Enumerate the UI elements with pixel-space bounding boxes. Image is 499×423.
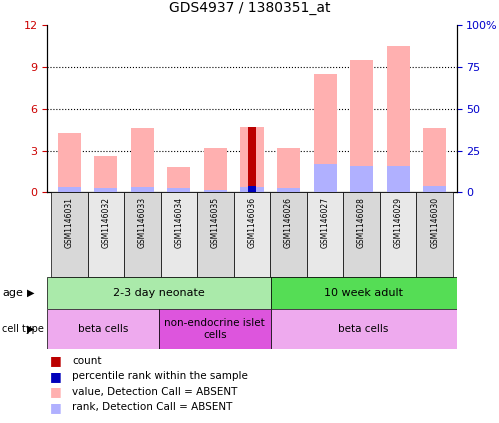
Text: value, Detection Call = ABSENT: value, Detection Call = ABSENT <box>72 387 238 397</box>
Bar <box>161 192 197 277</box>
Text: ■: ■ <box>50 370 62 383</box>
Bar <box>88 192 124 277</box>
Text: beta cells: beta cells <box>338 324 389 334</box>
Bar <box>350 60 373 192</box>
Text: GSM1146031: GSM1146031 <box>65 197 74 248</box>
Text: GSM1146028: GSM1146028 <box>357 197 366 247</box>
Text: beta cells: beta cells <box>78 324 128 334</box>
Text: ■: ■ <box>50 385 62 398</box>
Bar <box>51 192 88 277</box>
Text: GSM1146026: GSM1146026 <box>284 197 293 248</box>
Bar <box>387 46 410 192</box>
Bar <box>416 192 453 277</box>
Bar <box>387 166 410 192</box>
Bar <box>131 129 154 192</box>
Bar <box>270 277 457 309</box>
Bar <box>277 188 300 192</box>
Bar <box>204 190 227 192</box>
Bar <box>131 187 154 192</box>
Bar <box>350 166 373 192</box>
Bar <box>94 188 117 192</box>
Bar <box>94 156 117 192</box>
Bar <box>270 309 457 349</box>
Bar <box>168 168 191 192</box>
Text: non-endocrine islet
cells: non-endocrine islet cells <box>165 318 265 340</box>
Bar <box>313 74 336 192</box>
Bar <box>159 309 270 349</box>
Text: GSM1146029: GSM1146029 <box>394 197 403 248</box>
Text: ▶: ▶ <box>27 288 35 298</box>
Text: cell type: cell type <box>2 324 44 334</box>
Bar <box>307 192 343 277</box>
Bar <box>343 192 380 277</box>
Text: ▶: ▶ <box>27 324 35 334</box>
Bar <box>241 187 263 192</box>
Bar <box>58 187 81 192</box>
Bar <box>270 192 307 277</box>
Bar <box>197 192 234 277</box>
Bar <box>241 127 263 192</box>
Bar <box>423 186 446 192</box>
Bar <box>313 164 336 192</box>
Bar <box>58 132 81 192</box>
Text: GSM1146034: GSM1146034 <box>175 197 184 248</box>
Text: ■: ■ <box>50 354 62 368</box>
Text: GDS4937 / 1380351_at: GDS4937 / 1380351_at <box>169 1 330 15</box>
Text: GSM1146030: GSM1146030 <box>430 197 439 248</box>
Text: GSM1146027: GSM1146027 <box>320 197 329 248</box>
Bar <box>277 148 300 192</box>
Bar <box>47 309 159 349</box>
Text: GSM1146032: GSM1146032 <box>101 197 110 248</box>
Bar <box>248 127 256 192</box>
Bar <box>204 148 227 192</box>
Text: percentile rank within the sample: percentile rank within the sample <box>72 371 248 382</box>
Bar <box>248 186 256 192</box>
Text: count: count <box>72 356 102 366</box>
Bar <box>234 192 270 277</box>
Bar <box>124 192 161 277</box>
Text: ■: ■ <box>50 401 62 414</box>
Text: age: age <box>2 288 23 298</box>
Bar <box>47 277 270 309</box>
Bar <box>423 129 446 192</box>
Text: 2-3 day neonate: 2-3 day neonate <box>113 288 205 298</box>
Text: GSM1146033: GSM1146033 <box>138 197 147 248</box>
Text: GSM1146035: GSM1146035 <box>211 197 220 248</box>
Text: 10 week adult: 10 week adult <box>324 288 403 298</box>
Text: rank, Detection Call = ABSENT: rank, Detection Call = ABSENT <box>72 403 233 412</box>
Bar <box>168 188 191 192</box>
Bar <box>380 192 416 277</box>
Text: GSM1146036: GSM1146036 <box>248 197 256 248</box>
